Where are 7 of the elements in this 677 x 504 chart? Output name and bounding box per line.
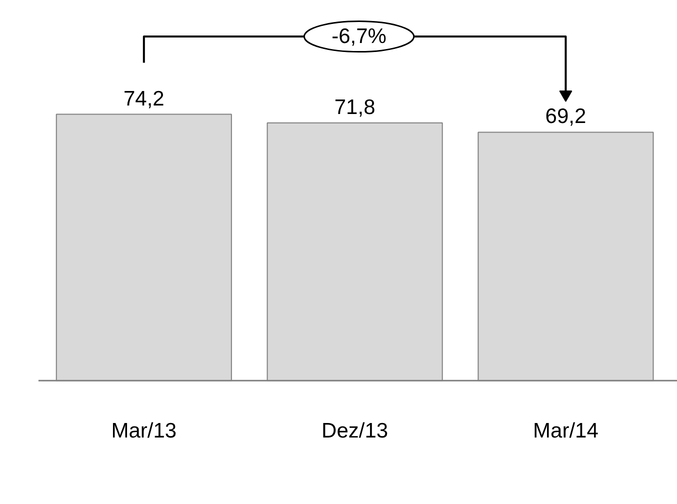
x-tick-label: Mar/13 bbox=[111, 420, 177, 443]
data-label: 74,2 bbox=[123, 87, 164, 110]
x-tick-label: Mar/14 bbox=[533, 420, 599, 443]
data-label: 69,2 bbox=[545, 105, 586, 128]
text: -6,7% bbox=[332, 25, 386, 48]
x-tick-label: Dez/13 bbox=[322, 420, 388, 443]
data-label: 71,8 bbox=[334, 96, 376, 119]
